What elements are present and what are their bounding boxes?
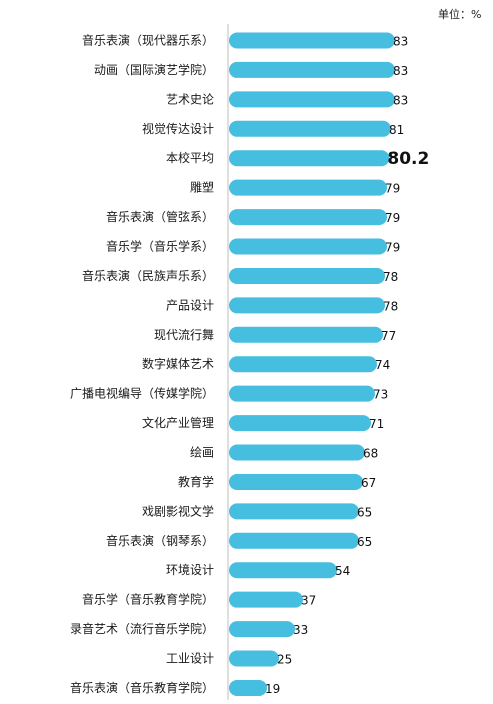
value-label: 19 (265, 682, 280, 696)
bar (229, 415, 371, 432)
bar (229, 473, 363, 490)
category-label: 音乐学（音乐学系） (106, 239, 214, 254)
value-label: 65 (357, 535, 372, 549)
value-label: 81 (389, 123, 404, 137)
value-label: 78 (383, 270, 398, 284)
bar (229, 297, 385, 314)
value-label: 65 (357, 505, 372, 519)
value-label: 83 (393, 35, 408, 49)
value-label: 83 (393, 64, 408, 78)
value-label: 67 (361, 476, 376, 490)
value-label: 33 (293, 623, 308, 637)
bar (229, 621, 295, 638)
bar (229, 209, 387, 226)
category-label: 环境设计 (166, 562, 214, 577)
category-label: 数字媒体艺术 (142, 356, 214, 371)
category-label: 戏剧影视文学 (142, 503, 214, 518)
bar (229, 238, 387, 255)
category-label: 本校平均 (166, 150, 214, 165)
value-label: 79 (385, 182, 400, 196)
value-label: 79 (385, 241, 400, 255)
value-label: 79 (385, 211, 400, 225)
category-label: 现代流行舞 (154, 328, 214, 342)
category-label: 产品设计 (166, 298, 214, 312)
value-label: 68 (363, 447, 378, 461)
category-label: 广播电视编导（传媒学院） (70, 386, 214, 401)
bar (229, 326, 383, 343)
category-label: 视觉传达设计 (142, 121, 214, 136)
category-label: 绘画 (190, 445, 214, 460)
category-label: 工业设计 (166, 652, 214, 666)
bar (229, 562, 337, 579)
category-label: 艺术史论 (166, 92, 214, 106)
category-label: 教育学 (178, 474, 214, 489)
value-label: 73 (373, 388, 388, 402)
bar (229, 385, 375, 402)
bar (229, 150, 390, 167)
bar (229, 591, 303, 608)
bar (229, 91, 395, 108)
value-label: 71 (369, 417, 384, 431)
bar (229, 650, 279, 667)
category-label: 音乐表演（民族声乐系） (82, 268, 214, 283)
bar (229, 179, 387, 196)
value-label: 74 (375, 358, 390, 372)
category-label: 音乐表演（现代器乐系） (82, 33, 214, 48)
value-label: 54 (335, 564, 350, 578)
bar (229, 532, 359, 549)
value-label: 37 (301, 594, 316, 608)
bar (229, 120, 391, 137)
value-label: 77 (381, 329, 396, 343)
category-label: 音乐学（音乐教育学院） (82, 592, 214, 607)
category-label: 雕塑 (190, 180, 214, 195)
bar (229, 503, 359, 520)
bar (229, 356, 377, 373)
value-label: 80.2 (387, 149, 429, 169)
category-label: 音乐表演（管弦系） (106, 209, 214, 224)
category-label: 录音艺术（流行音乐学院） (70, 621, 214, 636)
category-label: 文化产业管理 (142, 415, 214, 430)
value-label: 83 (393, 93, 408, 107)
category-label: 音乐表演（音乐教育学院） (70, 680, 214, 695)
category-label: 动画（国际演艺学院） (94, 62, 214, 77)
value-label: 25 (277, 653, 292, 667)
category-label: 音乐表演（钢琴系） (106, 533, 214, 548)
bar (229, 32, 395, 49)
bar (229, 679, 267, 696)
bar (229, 444, 365, 461)
unit-label: 单位：% (438, 8, 482, 21)
value-label: 78 (383, 299, 398, 313)
bar (229, 267, 385, 284)
bar (229, 61, 395, 78)
